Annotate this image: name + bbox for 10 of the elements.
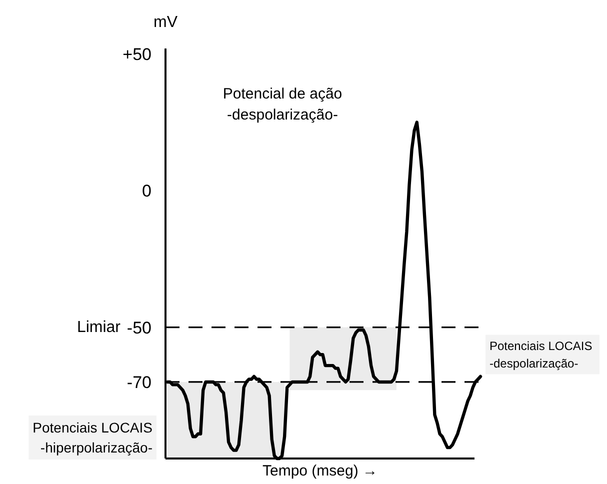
x-axis-title: Tempo (mseg) → bbox=[262, 462, 378, 480]
ref-line-label: Limiar bbox=[76, 318, 122, 336]
text: Potenciais LOCAIS -despolarização- bbox=[490, 338, 592, 370]
y-tick-label: 0 bbox=[142, 182, 152, 201]
y-tick-label: -50 bbox=[126, 318, 152, 338]
text: Potenciais LOCAIS -hiperpolarização- bbox=[32, 420, 153, 456]
y-tick-label: +50 bbox=[122, 44, 152, 64]
y-tick-label: -70 bbox=[126, 372, 152, 392]
y-axis-title: mV bbox=[154, 14, 178, 31]
annotation: Potencial de ação -despolarização- bbox=[222, 85, 342, 124]
